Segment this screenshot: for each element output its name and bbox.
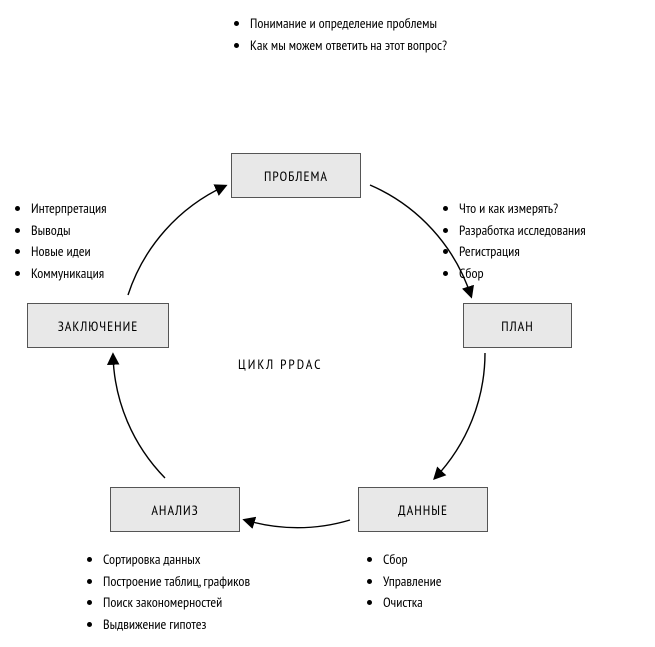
node-problem: ПРОБЛЕМА	[231, 153, 361, 198]
bullet-item: Коммуникация	[31, 263, 107, 285]
bullet-item: Сбор	[459, 263, 586, 285]
center-label: ЦИКЛ PPDAC	[238, 355, 323, 373]
bullet-item: Разработка исследования	[459, 220, 586, 242]
bullets-plan: Что и как измерять?Разработка исследован…	[441, 198, 586, 284]
node-label: АНАЛИЗ	[151, 501, 198, 519]
node-data: ДАННЫЕ	[358, 487, 488, 532]
bullet-item: Интерпретация	[31, 198, 107, 220]
node-label: ДАННЫЕ	[398, 501, 448, 519]
bullet-item: Сбор	[383, 549, 442, 571]
bullet-item: Очистка	[383, 592, 442, 614]
arrow-data-to-analysis	[245, 520, 350, 528]
bullet-item: Выводы	[31, 220, 107, 242]
bullet-item: Новые идеи	[31, 241, 107, 263]
bullet-item: Регистрация	[459, 241, 586, 263]
arrow-analysis-to-conclusion	[113, 355, 165, 478]
bullet-item: Управление	[383, 571, 442, 593]
ppdac-cycle-diagram: ЦИКЛ PPDAC ПРОБЛЕМА ПЛАН ДАННЫЕ АНАЛИЗ ЗАКЛЮ…	[0, 0, 655, 647]
node-conclusion: ЗАКЛЮЧЕНИЕ	[27, 303, 169, 348]
bullet-item: Выдвижение гипотез	[103, 614, 250, 636]
bullet-item: Сортировка данных	[103, 549, 250, 571]
node-analysis: АНАЛИЗ	[110, 487, 240, 532]
node-label: ПЛАН	[501, 317, 534, 335]
bullets-conclusion: ИнтерпретацияВыводыНовые идеиКоммуникаци…	[13, 198, 107, 284]
node-label: ПРОБЛЕМА	[264, 167, 328, 185]
bullets-data: СборУправлениеОчистка	[365, 549, 442, 614]
bullet-item: Понимание и определение проблемы	[250, 13, 447, 35]
node-label: ЗАКЛЮЧЕНИЕ	[58, 317, 139, 335]
arrow-conclusion-to-problem	[128, 186, 225, 295]
bullets-problem: Понимание и определение проблемыКак мы м…	[232, 13, 447, 56]
node-plan: ПЛАН	[463, 303, 572, 348]
arrow-plan-to-data	[435, 353, 485, 478]
bullet-item: Поиск закономерностей	[103, 592, 250, 614]
bullet-item: Как мы можем ответить на этот вопрос?	[250, 35, 447, 57]
bullet-item: Что и как измерять?	[459, 198, 586, 220]
bullets-analysis: Сортировка данныхПостроение таблиц, граф…	[85, 549, 250, 635]
bullet-item: Построение таблиц, графиков	[103, 571, 250, 593]
